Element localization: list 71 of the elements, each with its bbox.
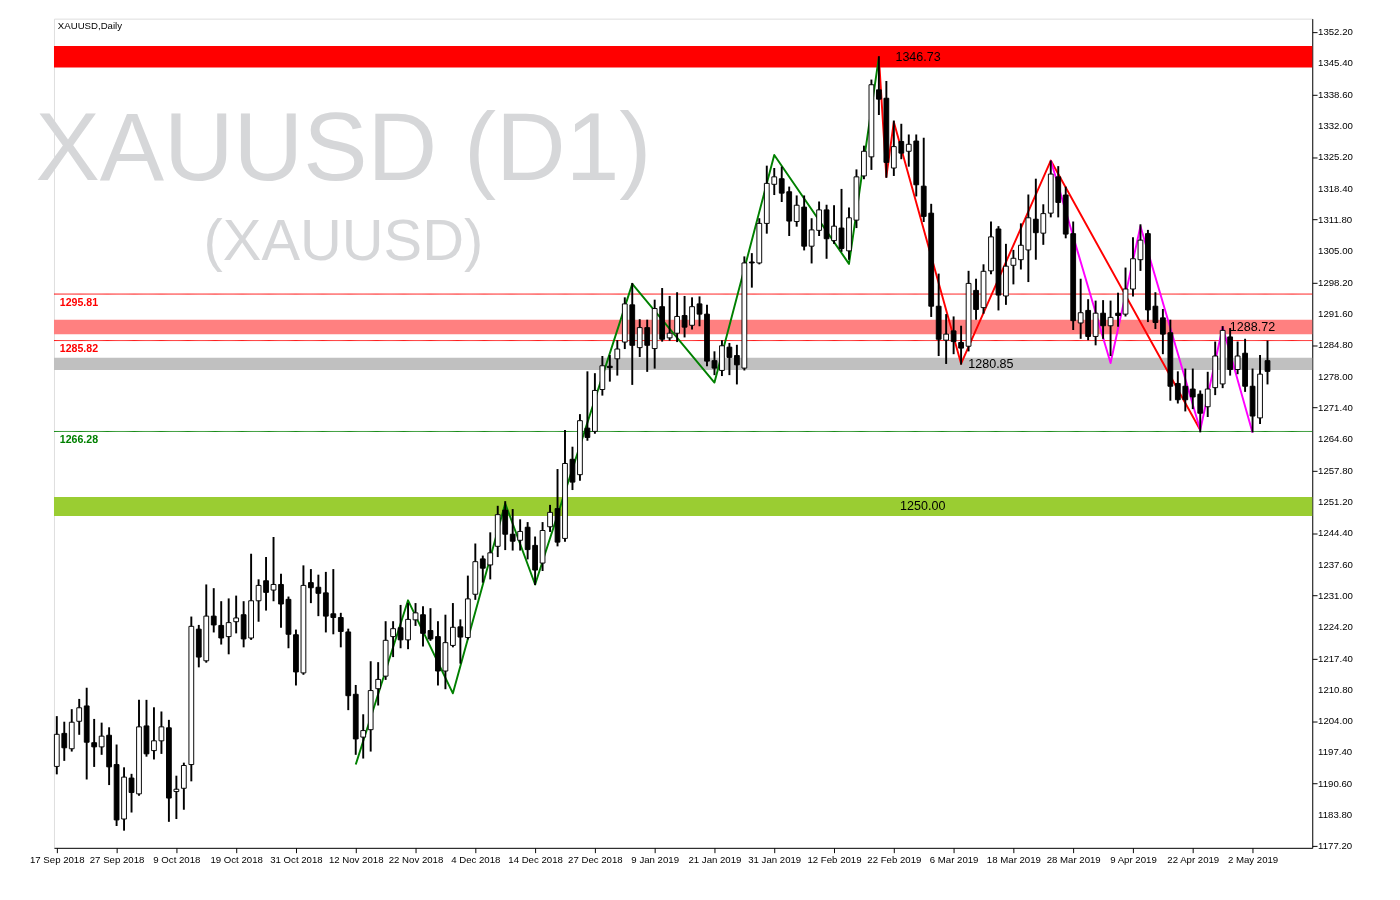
y-tick-label: 1291.60 bbox=[1318, 307, 1353, 319]
ref-line-label: 1266.28 bbox=[59, 433, 99, 446]
candlestick bbox=[1107, 300, 1114, 357]
candlestick bbox=[599, 355, 606, 396]
candlestick bbox=[614, 340, 621, 376]
x-tick-label: 28 Mar 2019 bbox=[1046, 853, 1101, 865]
y-tick-label: 1224.20 bbox=[1318, 621, 1353, 633]
candlestick bbox=[950, 316, 957, 355]
y-tick-label: 1210.80 bbox=[1318, 683, 1353, 695]
x-tick-label: 6 Mar 2019 bbox=[929, 853, 979, 865]
x-tick-label: 27 Sep 2018 bbox=[89, 853, 145, 865]
y-tick-label: 1183.80 bbox=[1318, 809, 1353, 821]
candlestick bbox=[1264, 340, 1271, 385]
x-tick-label: 31 Oct 2018 bbox=[270, 853, 323, 865]
x-tick-label: 2 May 2019 bbox=[1227, 853, 1279, 865]
y-tick-label: 1338.60 bbox=[1318, 88, 1353, 100]
x-tick-label: 9 Apr 2019 bbox=[1110, 853, 1157, 865]
y-tick-label: 1278.00 bbox=[1318, 370, 1353, 382]
candlestick bbox=[1204, 371, 1211, 417]
band-label: 1288.72 bbox=[1229, 319, 1276, 334]
y-tick-label: 1352.20 bbox=[1318, 25, 1353, 37]
y-tick-label: 1318.40 bbox=[1318, 182, 1353, 194]
chart-title: XAUUSD,Daily bbox=[57, 20, 123, 32]
y-tick-label: 1190.60 bbox=[1318, 777, 1353, 789]
candlestick bbox=[606, 355, 613, 382]
band-label: 1250.00 bbox=[900, 499, 946, 514]
x-tick-label: 9 Jan 2019 bbox=[631, 853, 679, 865]
y-tick-label: 1197.40 bbox=[1318, 745, 1353, 757]
y-tick-label: 1271.40 bbox=[1318, 401, 1353, 413]
x-tick-label: 4 Dec 2018 bbox=[451, 853, 501, 865]
x-tick-label: 9 Oct 2018 bbox=[153, 853, 201, 865]
x-tick-label: 27 Dec 2018 bbox=[568, 853, 623, 865]
y-tick-label: 1237.60 bbox=[1318, 558, 1353, 570]
ref-line-label: 1285.82 bbox=[59, 342, 99, 355]
x-tick-label: 14 Dec 2018 bbox=[508, 853, 563, 865]
y-tick-label: 1231.00 bbox=[1318, 589, 1353, 601]
y-tick-label: 1244.40 bbox=[1318, 527, 1353, 539]
x-tick-label: 22 Apr 2019 bbox=[1167, 853, 1220, 865]
candlestick bbox=[375, 662, 382, 706]
y-tick-label: 1251.20 bbox=[1318, 495, 1353, 507]
x-tick-label: 17 Sep 2018 bbox=[29, 853, 85, 865]
ref-line-label: 1295.81 bbox=[59, 295, 99, 308]
x-tick-label: 31 Jan 2019 bbox=[748, 853, 802, 865]
y-tick-label: 1298.20 bbox=[1318, 276, 1353, 288]
candlestick bbox=[180, 762, 187, 810]
candlestick bbox=[225, 598, 232, 655]
y-tick-label: 1257.80 bbox=[1318, 464, 1353, 476]
x-tick-label: 12 Nov 2018 bbox=[328, 853, 384, 865]
y-tick-label: 1345.40 bbox=[1318, 57, 1353, 69]
candlestick bbox=[76, 698, 83, 735]
x-tick-label: 19 Oct 2018 bbox=[210, 853, 263, 865]
x-tick-label: 22 Feb 2019 bbox=[867, 853, 922, 865]
y-tick-label: 1332.00 bbox=[1318, 119, 1353, 131]
candlestick bbox=[390, 621, 396, 658]
y-tick-label: 1284.80 bbox=[1318, 339, 1353, 351]
x-tick-label: 21 Jan 2019 bbox=[688, 853, 742, 865]
candlestick bbox=[1010, 249, 1017, 285]
candlestick bbox=[958, 325, 964, 365]
x-tick-label: 12 Feb 2019 bbox=[807, 853, 862, 865]
band-label: 1280.85 bbox=[968, 356, 1014, 371]
y-tick-label: 1311.80 bbox=[1318, 213, 1353, 225]
y-tick-label: 1204.00 bbox=[1318, 715, 1353, 727]
y-tick-label: 1264.60 bbox=[1318, 433, 1353, 445]
x-tick-label: 22 Nov 2018 bbox=[388, 853, 444, 865]
y-tick-label: 1177.20 bbox=[1318, 839, 1353, 851]
candlestick bbox=[233, 595, 240, 634]
y-tick-label: 1217.40 bbox=[1318, 652, 1353, 664]
x-tick-label: 18 Mar 2019 bbox=[986, 853, 1041, 865]
y-tick-label: 1325.20 bbox=[1318, 151, 1353, 163]
y-tick-label: 1305.00 bbox=[1318, 245, 1353, 257]
band-label: 1346.73 bbox=[895, 49, 941, 64]
